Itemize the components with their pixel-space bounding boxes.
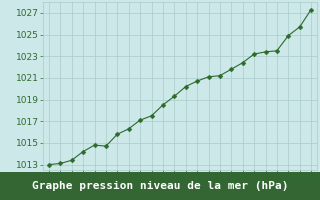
Text: Graphe pression niveau de la mer (hPa): Graphe pression niveau de la mer (hPa)	[32, 181, 288, 191]
